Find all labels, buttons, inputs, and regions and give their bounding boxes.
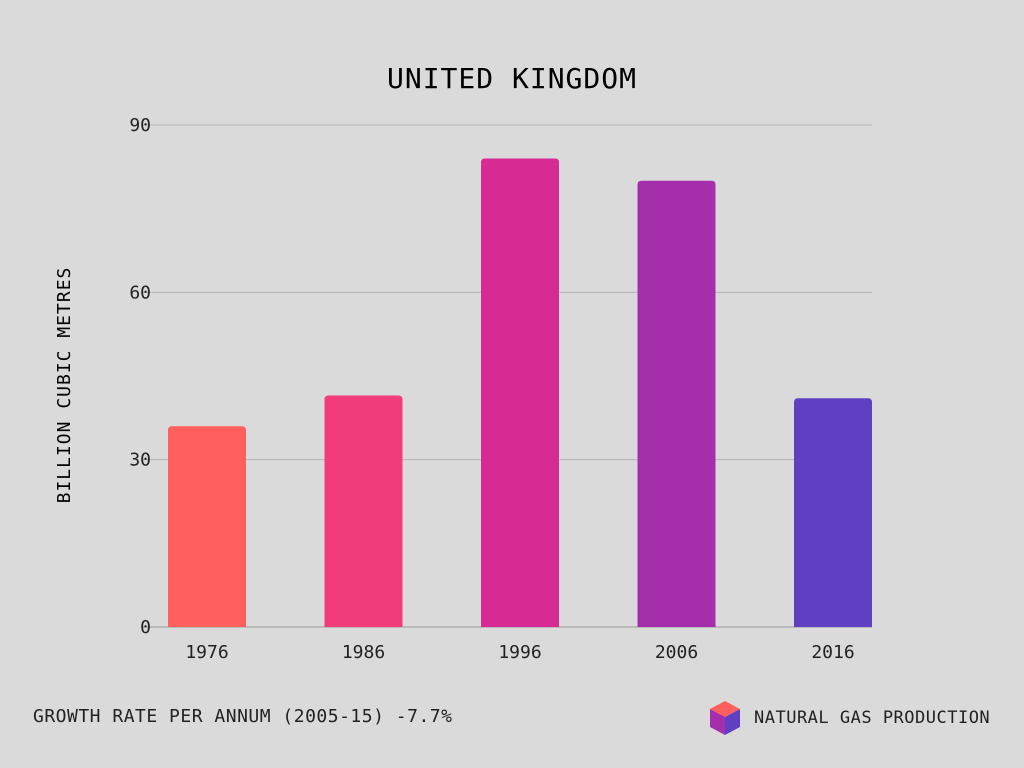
legend: NATURAL GAS PRODUCTION: [708, 700, 990, 736]
growth-rate-text: GROWTH RATE PER ANNUM (2005-15) -7.7%: [33, 706, 453, 727]
y-tick-label: 60: [129, 282, 151, 303]
legend-label: NATURAL GAS PRODUCTION: [754, 708, 991, 728]
y-axis-label: BILLION CUBIC METRES: [54, 267, 75, 504]
cube-icon: [710, 701, 740, 735]
y-tick-labels: 0 30 60 90: [129, 115, 151, 638]
bar-chart: UNITED KINGDOM 0 30 60 90 1976 1986 1996 2006 2…: [54, 62, 872, 663]
y-tick-label: 0: [140, 617, 151, 638]
x-tick-label: 2016: [811, 642, 854, 663]
bar-2016: [794, 398, 872, 627]
bar-1986: [324, 395, 403, 627]
y-tick-label: 30: [129, 450, 151, 471]
bar-2006: [637, 180, 716, 627]
x-tick-label: 1976: [185, 642, 228, 663]
x-tick-labels: 1976 1986 1996 2006 2016: [185, 642, 854, 663]
x-tick-label: 2006: [655, 642, 698, 663]
bar-1996: [481, 158, 559, 627]
x-tick-label: 1986: [342, 642, 385, 663]
x-tick-label: 1996: [498, 642, 541, 663]
chart-title: UNITED KINGDOM: [387, 62, 637, 95]
bars: [168, 158, 872, 627]
bar-1976: [168, 426, 246, 627]
y-tick-label: 90: [129, 115, 151, 136]
